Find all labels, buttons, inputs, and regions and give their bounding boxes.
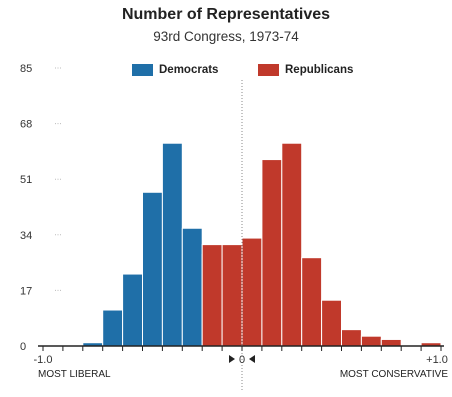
gridlines (55, 67, 62, 291)
arrow-left-icon (229, 355, 235, 363)
legend-label-democrats: Democrats (159, 64, 219, 76)
republicans-bar-7 (341, 329, 362, 347)
y-axis-ticks: 0 17 34 51 68 85 (20, 63, 32, 353)
republicans-bar-0 (201, 244, 223, 347)
y-tick-label-1: 17 (20, 285, 32, 297)
republicans-bar-9 (380, 338, 402, 347)
x-axis (38, 345, 444, 351)
y-tick-label-0: 0 (20, 341, 26, 353)
republicans-bar-3 (261, 159, 283, 347)
republicans-bars (201, 142, 442, 347)
end-label-most-conservative: MOST CONSERVATIVE (340, 369, 448, 380)
legend-swatch-republicans (258, 64, 279, 76)
y-tick-label-3: 51 (20, 174, 32, 186)
republicans-bar-8 (360, 335, 382, 347)
republicans-bar-2 (241, 237, 263, 347)
chart-subtitle: 93rd Congress, 1973-74 (153, 29, 299, 44)
legend-item-democrats: Democrats (132, 64, 218, 76)
chart-title: Number of Representatives (121, 6, 331, 23)
democrats-bar-4 (161, 142, 183, 347)
y-tick-label-4: 68 (20, 119, 32, 131)
y-tick-label-5: 85 (20, 63, 32, 75)
democrats-bar-1 (102, 309, 124, 347)
legend-label-republicans: Republicans (285, 64, 354, 76)
x-tick-label-left: -1.0 (34, 354, 53, 366)
x-tick-label-center: 0 (239, 354, 245, 366)
y-tick-label-2: 34 (20, 230, 32, 242)
republicans-bar-1 (221, 244, 243, 347)
republicans-bar-6 (321, 299, 343, 347)
republicans-bar-4 (281, 142, 303, 347)
legend-swatch-democrats (132, 64, 153, 76)
legend-item-republicans: Republicans (258, 64, 353, 76)
republicans-bar-5 (301, 257, 323, 347)
arrow-right-icon (249, 355, 255, 363)
democrats-bar-5 (181, 227, 203, 347)
democrats-bar-2 (122, 273, 143, 347)
x-tick-label-right: +1.0 (426, 354, 448, 366)
end-label-most-liberal: MOST LIBERAL (38, 369, 111, 380)
democrats-bar-3 (142, 191, 163, 347)
